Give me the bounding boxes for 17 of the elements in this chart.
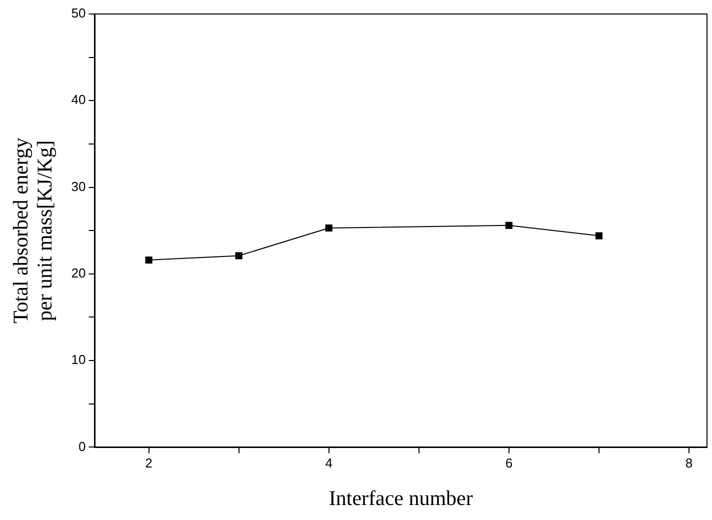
point — [235, 252, 242, 260]
y-tick-label: 0 — [78, 438, 86, 454]
x-tick-label: 8 — [685, 456, 693, 471]
y-axis-title: Total absorbed energy per unit mass[KJ/Kg] — [8, 137, 57, 324]
point — [595, 232, 602, 240]
x-tick-label: 4 — [325, 456, 332, 471]
point — [325, 224, 332, 232]
point — [145, 256, 152, 264]
y-tick-label: 10 — [71, 352, 86, 368]
y-tick-label: 40 — [71, 92, 86, 108]
x-tick-label: 6 — [505, 456, 513, 471]
y-tick-label: 30 — [71, 178, 86, 194]
y-tick-label: 50 — [71, 6, 86, 21]
x-axis-title: Interface number — [328, 486, 473, 510]
point — [505, 222, 512, 229]
y-tick-label: 20 — [71, 266, 86, 280]
x-tick-label: 2 — [145, 456, 152, 471]
